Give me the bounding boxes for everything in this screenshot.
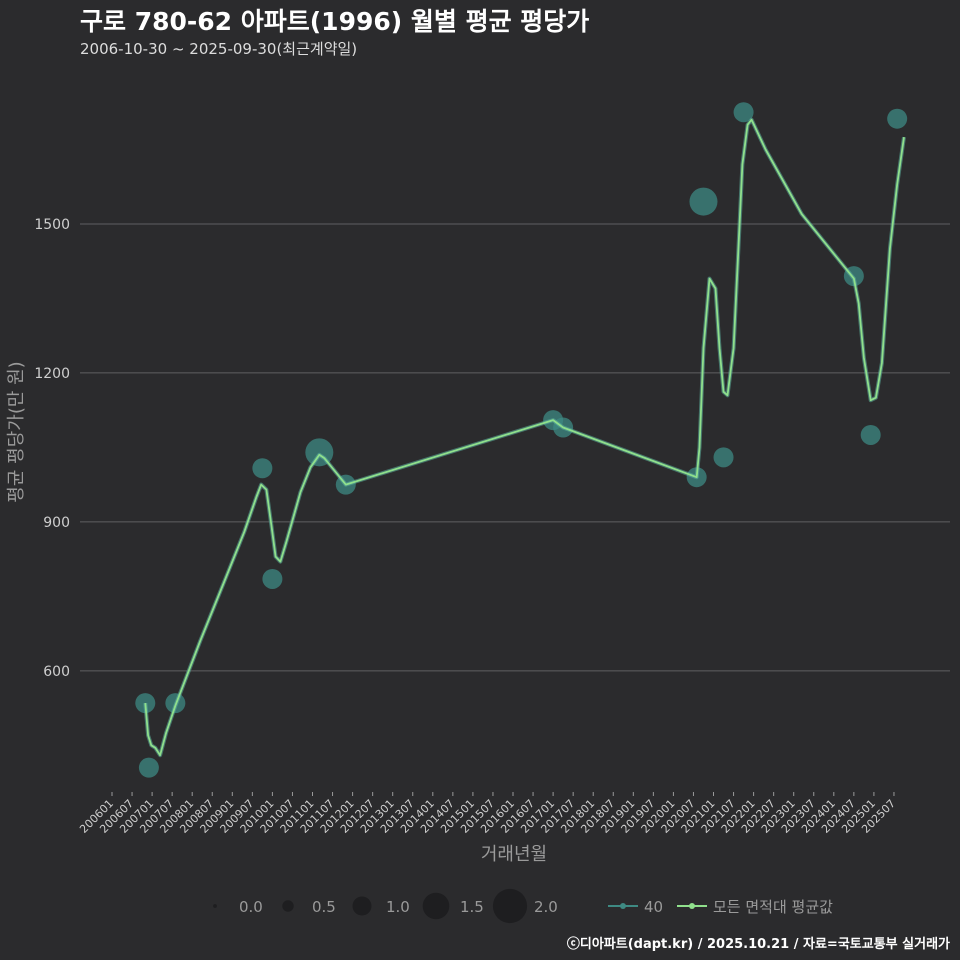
legend-size-circle <box>422 892 450 920</box>
grid-lines <box>80 223 950 672</box>
legend-size-label: 0.5 <box>312 898 336 916</box>
legend-series-40-dot <box>620 903 626 909</box>
series-40-point <box>252 458 273 479</box>
legend-average-dot <box>689 903 695 909</box>
legend-size-label: 1.0 <box>386 898 410 916</box>
y-tick-label: 600 <box>43 664 70 680</box>
chart-title: 구로 780-62 아파트(1996) 월별 평균 평당가 <box>80 7 590 36</box>
legend-size-circle <box>492 888 528 924</box>
legend-average-label: 모든 면적대 평균값 <box>713 898 833 916</box>
y-tick-label: 1200 <box>34 366 70 382</box>
legend-size-label: 0.0 <box>239 898 263 916</box>
credit-text: ⓒ디아파트(dapt.kr) / 2025.10.21 / 자료=국토교통부 실… <box>566 937 950 952</box>
series-40-point <box>887 108 908 129</box>
x-axis-label: 거래년월 <box>481 844 547 865</box>
legend-size-label: 1.5 <box>460 898 484 916</box>
x-axis-ticks: 2006012006072007012007072008012008072009… <box>77 792 898 836</box>
series-40-line <box>143 117 906 758</box>
legend-series-40-label: 40 <box>644 898 663 916</box>
legend-size-label: 2.0 <box>534 898 558 916</box>
series-lines <box>143 117 906 758</box>
y-axis-ticks: 600 900 1200 1500 <box>34 217 70 680</box>
legend-size-circle <box>213 904 217 908</box>
legend: 0.0 0.5 1.0 1.5 2.0 40 모든 면적대 평균값 <box>213 888 833 924</box>
chart-subtitle: 2006-10-30 ~ 2025-09-30(최근계약일) <box>80 40 358 58</box>
y-tick-label: 900 <box>43 515 70 531</box>
series-40-points <box>135 102 908 778</box>
y-tick-label: 1500 <box>34 217 70 233</box>
series-40-point <box>713 447 734 468</box>
series-40-point <box>860 424 881 445</box>
series-40-point <box>689 187 718 216</box>
series-40-point <box>733 102 754 123</box>
y-axis-label: 평균 평당가(만 원) <box>6 361 27 502</box>
average-line <box>144 118 905 757</box>
legend-size-circle <box>282 900 294 912</box>
legend-size-circle <box>352 896 372 916</box>
series-40-point <box>138 757 159 778</box>
series-40-point <box>262 568 283 589</box>
